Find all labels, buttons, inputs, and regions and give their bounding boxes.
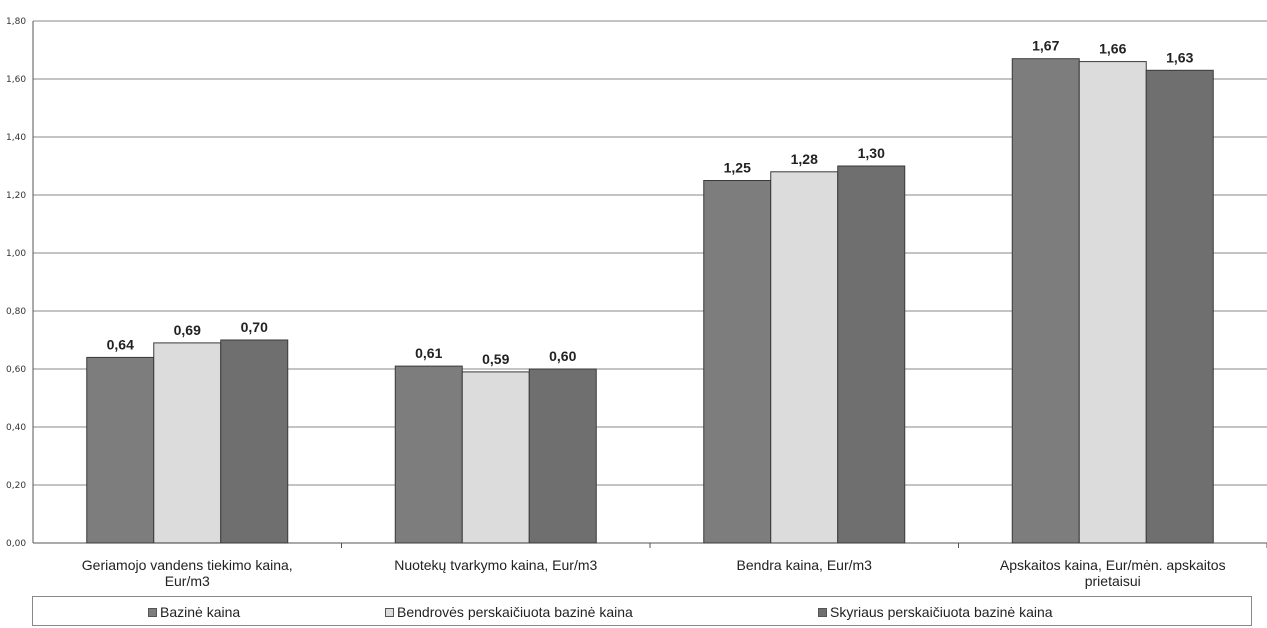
legend-swatch [385,608,394,617]
y-tick-label: 0,00 [6,539,26,549]
bar [220,339,289,544]
data-label: 0,64 [107,336,134,352]
category-label: Geriamojo vandens tiekimo kaina, Eur/m3 [82,557,293,589]
y-tick-label: 0,20 [6,481,26,491]
y-tick-label: 1,60 [6,75,26,85]
y-tick-label: 1,40 [6,133,26,143]
bar [1078,61,1147,544]
bar [394,365,463,544]
data-label: 1,30 [858,145,885,161]
data-label: 1,67 [1032,38,1059,54]
bar [86,356,155,544]
y-axis: 0,00 0,20 0,40 0,60 0,80 1,00 1,20 1,40 1,60 1,80 [6,17,34,549]
x-axis: Geriamojo vandens tiekimo kaina, Eur/m3 Nu… [82,543,1267,589]
data-label: 0,70 [241,319,268,335]
data-label: 0,60 [549,348,576,364]
bar [153,342,222,544]
bar [1145,69,1214,544]
y-tick-label: 1,20 [6,191,26,201]
legend: Bazinė kaina Bendrovės perskaičiuota bazi… [32,596,1252,626]
category-label: Apskaitos kaina, Eur/mėn. apskaitos priet… [1000,557,1226,589]
legend-swatch [148,608,157,617]
bar [461,371,530,544]
category-label: Nuotekų tvarkymo kaina, Eur/m3 [394,557,597,573]
legend-label: Bazinė kaina [160,604,241,620]
data-label: 1,63 [1166,49,1193,65]
y-tick-label: 0,80 [6,307,26,317]
y-tick-label: 0,60 [6,365,26,375]
bar [1011,58,1080,544]
legend-item: Bendrovės perskaičiuota bazinė kaina [385,604,633,620]
bar [528,368,597,544]
y-tick-label: 1,00 [6,249,26,259]
data-label: 1,28 [791,151,818,167]
bar [770,171,839,544]
data-label: 1,25 [724,160,751,176]
legend-item: Bazinė kaina [148,604,240,620]
bar [703,180,772,544]
bars [86,58,1214,544]
data-label: 0,59 [482,351,509,367]
legend-swatch [818,608,827,617]
data-label: 1,66 [1099,41,1126,57]
y-tick-label: 1,80 [6,17,26,27]
data-label: 0,61 [415,345,442,361]
legend-item: Skyriaus perskaičiuota bazinė kaina [818,604,1053,620]
legend-label: Skyriaus perskaičiuota bazinė kaina [830,604,1053,620]
data-labels: 0,64 0,69 0,70 0,61 0,59 0,60 1,25 1,28 1,30 1,67… [107,38,1194,367]
category-label: Bendra kaina, Eur/m3 [737,557,873,573]
bar [837,165,906,544]
y-tick-label: 0,40 [6,423,26,433]
data-label: 0,69 [174,322,201,338]
legend-label: Bendrovės perskaičiuota bazinė kaina [397,604,633,620]
